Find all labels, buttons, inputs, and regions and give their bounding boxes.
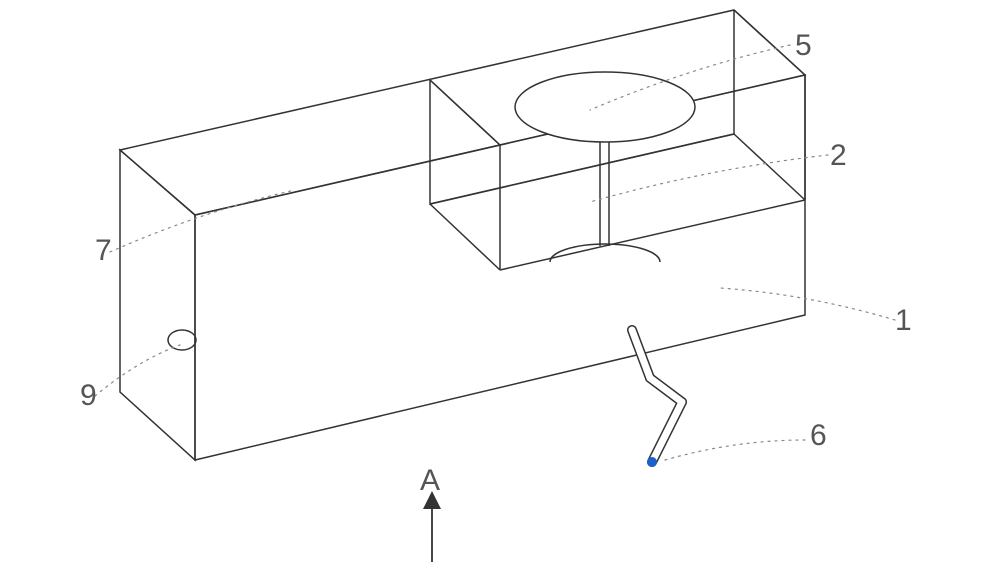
label-6: 6 xyxy=(810,419,827,452)
label-2: 2 xyxy=(830,139,847,172)
label-7: 7 xyxy=(95,234,112,267)
spool-assembly xyxy=(515,72,695,262)
labels-group: 1 2 5 6 7 9 A xyxy=(80,29,912,497)
label-A: A xyxy=(420,464,440,497)
diagram-canvas: 1 2 5 6 7 9 A xyxy=(0,0,1000,586)
side-hole xyxy=(168,330,196,350)
label-9: 9 xyxy=(80,379,97,412)
label-1: 1 xyxy=(895,304,912,337)
leader-lines xyxy=(95,45,895,460)
label-5: 5 xyxy=(795,29,812,62)
